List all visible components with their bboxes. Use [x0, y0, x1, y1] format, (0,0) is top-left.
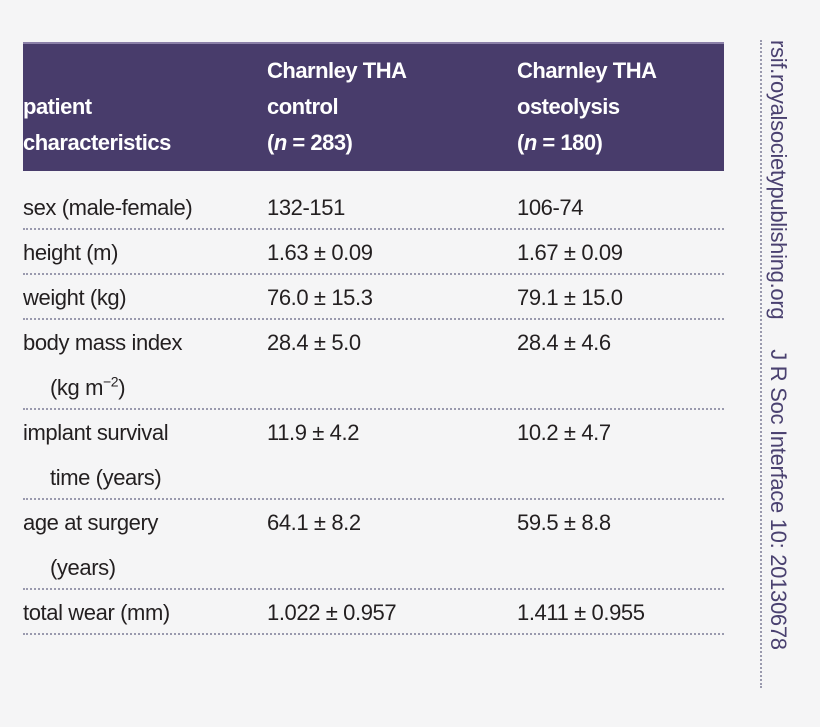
control-value: 64.1 ± 8.2: [267, 510, 361, 535]
header-text: Charnley THA: [267, 58, 407, 83]
row-label: height (m): [23, 240, 119, 265]
osteolysis-value: 79.1 ± 15.0: [517, 285, 623, 310]
header-control: Charnley THA control (n = 283): [267, 53, 407, 161]
row-label: sex (male-female): [23, 195, 193, 220]
patient-characteristics-table: patient characteristics Charnley THA con…: [23, 42, 724, 635]
control-value: 132-151: [267, 195, 345, 220]
header-text: osteolysis: [517, 94, 620, 119]
control-value: 1.63 ± 0.09: [267, 240, 373, 265]
header-patient-characteristics: patient characteristics: [23, 89, 171, 161]
row-label-text: implant survival: [23, 420, 169, 445]
header-text: characteristics: [23, 130, 171, 155]
table-header: patient characteristics Charnley THA con…: [23, 42, 724, 171]
control-value: 1.022 ± 0.957: [267, 600, 397, 625]
table-row: age at surgery (years) 64.1 ± 8.2 59.5 ±…: [23, 500, 724, 590]
row-label: total wear (mm): [23, 600, 170, 625]
table-row: implant survival time (years) 11.9 ± 4.2…: [23, 410, 724, 500]
journal-url: rsif.royalsocietypublishing.org: [766, 40, 791, 320]
row-label: weight (kg): [23, 285, 127, 310]
row-label-continuation: (years): [50, 555, 116, 580]
table-row: weight (kg) 76.0 ± 15.3 79.1 ± 15.0: [23, 275, 724, 320]
n-value: = 283): [286, 130, 353, 155]
units-text: (kg m: [50, 375, 104, 400]
journal-reference: J R Soc Interface 10: 20130678: [766, 349, 791, 650]
journal-citation: rsif.royalsocietypublishing.org J R Soc I…: [766, 40, 791, 650]
header-text: Charnley THA: [517, 58, 657, 83]
osteolysis-value: 28.4 ± 4.6: [517, 330, 611, 355]
osteolysis-value: 59.5 ± 8.8: [517, 510, 611, 535]
table-row: total wear (mm) 1.022 ± 0.957 1.411 ± 0.…: [23, 590, 724, 635]
row-label: implant survival time (years): [23, 410, 263, 500]
osteolysis-value: 1.67 ± 0.09: [517, 240, 623, 265]
row-label-text: age at surgery: [23, 510, 159, 535]
n-value: = 180): [536, 130, 603, 155]
osteolysis-value: 10.2 ± 4.7: [517, 420, 611, 445]
row-label-continuation: time (years): [50, 465, 162, 490]
row-label: body mass index (kg m−2): [23, 320, 263, 410]
table-row: height (m) 1.63 ± 0.09 1.67 ± 0.09: [23, 230, 724, 275]
header-text: control: [267, 94, 339, 119]
header-n-osteolysis: (n = 180): [517, 130, 603, 155]
control-value: 28.4 ± 5.0: [267, 330, 361, 355]
sidebar-divider: [760, 40, 764, 688]
osteolysis-value: 106-74: [517, 195, 584, 220]
control-value: 76.0 ± 15.3: [267, 285, 373, 310]
header-text: patient: [23, 94, 92, 119]
header-osteolysis: Charnley THA osteolysis (n = 180): [517, 53, 657, 161]
table-row: sex (male-female) 132-151 106-74: [23, 185, 724, 230]
row-label-text: body mass index: [23, 330, 183, 355]
osteolysis-value: 1.411 ± 0.955: [517, 600, 645, 625]
table-body: sex (male-female) 132-151 106-74 height …: [23, 185, 724, 635]
row-label: age at surgery (years): [23, 500, 263, 590]
units-exponent: −2: [103, 373, 119, 390]
units-text: ): [118, 375, 126, 400]
n-symbol: n: [523, 130, 537, 155]
row-label-units: (kg m−2): [23, 365, 263, 410]
table-row: body mass index (kg m−2) 28.4 ± 5.0 28.4…: [23, 320, 724, 410]
n-symbol: n: [273, 130, 287, 155]
control-value: 11.9 ± 4.2: [267, 420, 360, 445]
header-n-control: (n = 283): [267, 130, 353, 155]
